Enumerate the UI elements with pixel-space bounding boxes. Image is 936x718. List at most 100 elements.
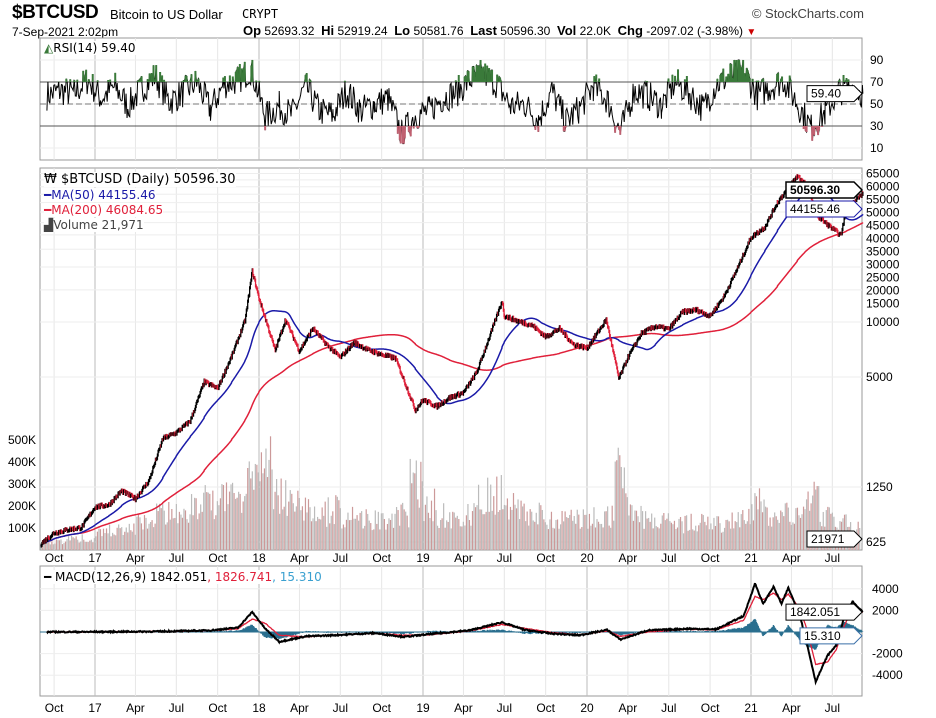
volume-bar <box>825 510 827 550</box>
volume-bar <box>594 527 597 550</box>
volume-bar <box>195 498 197 550</box>
volume-bar <box>581 527 583 550</box>
price-tick-label: 15000 <box>866 296 900 310</box>
rsi-tick-label: 70 <box>870 75 884 89</box>
volume-bar <box>113 534 115 550</box>
volume-bar <box>200 504 202 550</box>
volume-bar <box>575 523 577 550</box>
volume-bar <box>561 510 563 550</box>
volume-bar <box>634 510 636 550</box>
volume-bar <box>450 528 452 550</box>
volume-bar <box>429 518 431 550</box>
volume-bar <box>699 522 701 550</box>
volume-bar <box>611 505 613 550</box>
brand-link[interactable]: © StockCharts.com <box>751 6 864 21</box>
volume-bar <box>110 536 112 550</box>
volume-bar <box>71 535 73 550</box>
volume-bar <box>444 527 446 550</box>
x-tick-label-bottom: Oct <box>536 701 555 715</box>
volume-bar <box>399 525 401 550</box>
volume-bar <box>716 516 718 550</box>
volume-bar <box>567 518 569 550</box>
volume-bar <box>462 521 464 550</box>
volume-bar <box>440 519 442 550</box>
rsi-value-tag-box <box>806 85 863 103</box>
volume-bar <box>215 515 217 550</box>
x-tick-label: Apr <box>126 551 145 565</box>
volume-bar <box>739 527 741 550</box>
volume-bar <box>171 508 173 550</box>
volume-bar <box>187 522 190 550</box>
macd-line <box>46 582 864 686</box>
volume-bar <box>409 458 411 550</box>
volume-bar <box>245 493 247 550</box>
volume-bar <box>436 525 439 550</box>
volume-bar <box>341 528 343 550</box>
volume-bar <box>810 503 812 550</box>
volume-bar <box>58 540 61 550</box>
volume-bar <box>553 528 556 550</box>
volume-bar <box>48 542 50 550</box>
macd-signal-legend: , 1826.741 <box>207 570 273 584</box>
bar-chart-icon: ▟ <box>44 218 54 232</box>
volume-bar <box>740 514 742 550</box>
volume-bar <box>599 523 601 550</box>
volume-bar <box>663 513 665 550</box>
volume-bar <box>57 540 59 550</box>
price-tick-label: 35000 <box>866 244 900 258</box>
volume-bar <box>93 538 95 550</box>
volume-bar <box>751 504 753 550</box>
volume-bar <box>385 529 387 550</box>
volume-bar <box>602 527 604 550</box>
volume-bar <box>402 502 404 550</box>
volume-bar <box>98 528 100 550</box>
volume-bar <box>418 507 420 550</box>
volume-bar <box>637 516 639 550</box>
volume-bar <box>333 524 335 550</box>
volume-bar <box>394 513 396 550</box>
volume-bar <box>652 528 654 550</box>
volume-bar <box>156 503 158 550</box>
volume-bar <box>490 484 492 550</box>
volume-bar <box>632 520 635 550</box>
volume-bar <box>582 509 584 550</box>
volume-bar <box>60 539 62 550</box>
volume-bar <box>186 519 188 550</box>
volume-bar <box>300 510 302 550</box>
volume-bar <box>484 514 486 550</box>
volume-bar <box>142 529 144 550</box>
volume-bar <box>681 521 683 550</box>
x-tick-label-bottom: Apr <box>454 701 473 715</box>
volume-bar <box>307 499 310 550</box>
volume-bar <box>638 522 641 550</box>
volume-bar <box>620 466 622 550</box>
volume-bar <box>610 527 612 550</box>
volume-bar <box>382 513 384 550</box>
price-legend-text: $BTCUSD (Daily) 50596.30 <box>61 172 236 187</box>
macd-tick-label: -4000 <box>872 668 903 682</box>
volume-bar <box>225 482 228 550</box>
volume-tick-label: 100K <box>8 521 36 535</box>
x-tick-label: Apr <box>454 551 473 565</box>
volume-bar <box>723 527 726 550</box>
last-label: Last <box>470 23 497 38</box>
volume-bar <box>203 492 205 550</box>
x-tick-label: Oct <box>372 551 391 565</box>
ma50-legend-text: MA(50) 44155.46 <box>51 188 156 202</box>
volume-bar <box>288 501 290 550</box>
volume-bar <box>433 488 436 550</box>
volume-bar <box>597 521 600 550</box>
volume-bar <box>45 543 47 550</box>
volume-bar <box>795 508 797 550</box>
volume-bar <box>733 528 735 550</box>
volume-bar <box>687 530 689 550</box>
volume-bar <box>768 525 770 550</box>
volume-bar <box>139 517 141 550</box>
macd-tick-label: -2000 <box>872 647 903 661</box>
x-tick-label-bottom: 18 <box>252 701 266 715</box>
volume-bar <box>153 527 155 550</box>
x-tick-label-bottom: Oct <box>701 701 720 715</box>
x-tick-label: 19 <box>416 551 430 565</box>
volume-bar <box>818 486 820 550</box>
